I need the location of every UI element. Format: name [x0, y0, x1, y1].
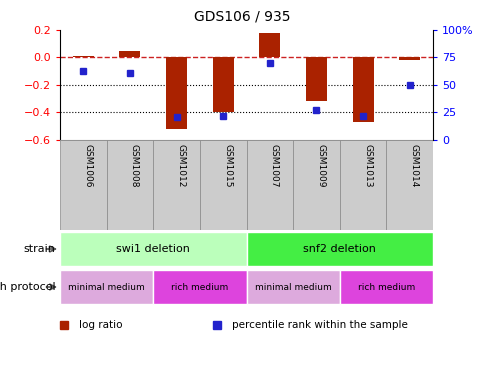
Text: GSM1014: GSM1014: [409, 145, 418, 188]
Text: GDS106 / 935: GDS106 / 935: [194, 9, 290, 23]
Bar: [292, 140, 339, 230]
Bar: [60, 232, 246, 266]
Bar: [305, 57, 326, 101]
Bar: [246, 270, 339, 304]
Bar: [153, 270, 246, 304]
Text: GSM1006: GSM1006: [83, 145, 92, 188]
Text: percentile rank within the sample: percentile rank within the sample: [231, 320, 407, 330]
Text: minimal medium: minimal medium: [68, 283, 145, 291]
Bar: [246, 140, 292, 230]
Text: swi1 deletion: swi1 deletion: [116, 244, 190, 254]
Text: GSM1008: GSM1008: [130, 145, 138, 188]
Bar: [106, 140, 153, 230]
Bar: [119, 51, 140, 57]
Bar: [199, 140, 246, 230]
Bar: [60, 140, 106, 230]
Bar: [166, 57, 187, 129]
Text: GSM1012: GSM1012: [176, 145, 185, 188]
Bar: [73, 56, 93, 57]
Text: snf2 deletion: snf2 deletion: [302, 244, 376, 254]
Text: log ratio: log ratio: [78, 320, 122, 330]
Text: minimal medium: minimal medium: [254, 283, 331, 291]
Text: GSM1009: GSM1009: [316, 145, 325, 188]
Text: GSM1013: GSM1013: [363, 145, 371, 188]
Text: strain: strain: [23, 244, 55, 254]
Bar: [212, 57, 233, 112]
Bar: [259, 33, 280, 57]
Bar: [339, 270, 432, 304]
Bar: [339, 140, 386, 230]
Bar: [398, 57, 419, 60]
Text: GSM1015: GSM1015: [223, 145, 232, 188]
Text: growth protocol: growth protocol: [0, 282, 55, 292]
Text: GSM1007: GSM1007: [269, 145, 278, 188]
Bar: [386, 140, 432, 230]
Bar: [153, 140, 199, 230]
Bar: [246, 232, 432, 266]
Bar: [60, 270, 153, 304]
Text: rich medium: rich medium: [171, 283, 228, 291]
Text: rich medium: rich medium: [357, 283, 414, 291]
Bar: [352, 57, 373, 122]
